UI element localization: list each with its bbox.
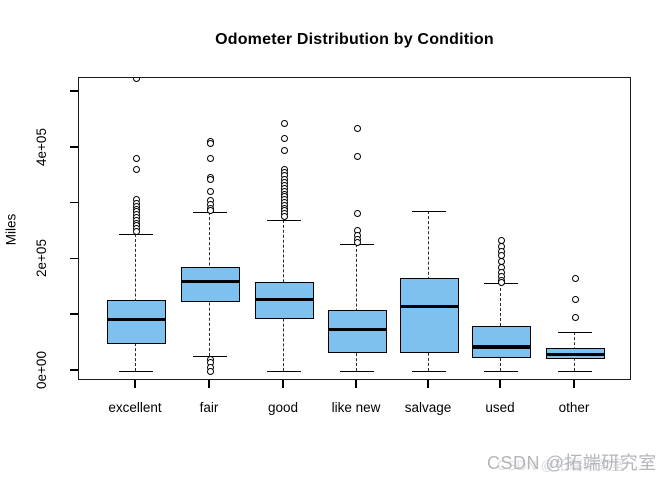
outlier-fair	[206, 176, 214, 184]
x-axis-tick-used	[499, 380, 501, 388]
y-axis-tick-label: 4e+05	[34, 127, 49, 166]
outlier-like new	[353, 239, 361, 247]
median-fair	[180, 280, 240, 284]
y-axis-tick	[70, 313, 78, 315]
y-axis-tick	[70, 257, 78, 260]
x-tick-label-other: other	[558, 400, 590, 415]
y-axis-tick	[70, 201, 78, 204]
whisker-cap-low-good	[267, 371, 301, 372]
outlier-good	[280, 120, 288, 128]
x-tick-label-good: good	[267, 400, 299, 415]
outlier-fair	[206, 154, 214, 162]
x-tick-label-excellent: excellent	[108, 400, 162, 415]
x-axis-tick-like new	[355, 380, 357, 388]
whisker-cap-high-good	[267, 220, 301, 222]
x-axis-tick-fair	[208, 380, 210, 388]
whisker-cap-low-used	[484, 371, 518, 372]
outlier-fair	[206, 140, 214, 148]
x-tick-label-fair: fair	[199, 400, 219, 415]
outlier-used	[497, 278, 505, 286]
outlier-like new	[353, 152, 361, 160]
outlier-fair	[206, 367, 214, 375]
box-used	[471, 326, 531, 358]
median-like new	[327, 327, 387, 331]
x-tick-label-like new: like new	[331, 400, 381, 415]
y-axis-label: Miles	[3, 213, 19, 246]
y-axis-tick-label: 2e+05	[34, 239, 49, 278]
median-excellent	[106, 317, 166, 321]
plot-area	[78, 77, 631, 380]
median-used	[471, 345, 531, 349]
box-excellent	[106, 300, 166, 345]
chart-title: Odometer Distribution by Condition	[215, 31, 494, 48]
outlier-fair	[206, 206, 214, 214]
x-axis-tick-salvage	[427, 380, 429, 388]
outlier-excellent	[132, 165, 140, 173]
median-good	[254, 297, 314, 302]
outlier-other	[571, 314, 579, 322]
box-salvage	[399, 277, 459, 353]
whisker-cap-high-salvage	[412, 210, 446, 212]
y-axis-tick	[70, 369, 78, 371]
watermark-ghost: CSDN @拓端研究室	[497, 457, 625, 473]
outlier-good	[280, 212, 288, 220]
box-like new	[327, 310, 387, 353]
whisker-cap-low-salvage	[412, 371, 446, 372]
x-axis-tick-other	[573, 380, 575, 388]
x-axis-tick-good	[282, 380, 284, 388]
outlier-other	[571, 275, 579, 283]
whisker-line-like new	[356, 244, 358, 371]
median-salvage	[399, 304, 459, 308]
whisker-cap-low-excellent	[119, 371, 153, 372]
whisker-cap-low-like new	[340, 371, 374, 372]
outlier-excellent	[132, 228, 140, 235]
outlier-good	[280, 135, 288, 143]
outlier-excellent	[132, 78, 140, 82]
median-other	[545, 352, 605, 356]
outlier-like new	[353, 209, 361, 217]
whisker-cap-low-other	[558, 371, 592, 372]
x-tick-label-salvage: salvage	[404, 400, 452, 415]
outlier-good	[280, 146, 288, 154]
y-axis-tick-label: 0e+00	[34, 351, 49, 389]
x-tick-label-used: used	[485, 400, 515, 415]
outlier-like new	[353, 125, 361, 133]
y-axis-tick	[70, 90, 78, 92]
box-fair	[180, 267, 240, 302]
outlier-excellent	[132, 155, 140, 163]
whisker-cap-high-other	[558, 332, 592, 334]
y-axis-tick	[70, 146, 78, 148]
watermark: CSDN @拓端研究室	[487, 453, 657, 473]
x-axis-tick-excellent	[134, 380, 136, 388]
outlier-fair	[206, 187, 214, 195]
outlier-other	[571, 295, 579, 303]
